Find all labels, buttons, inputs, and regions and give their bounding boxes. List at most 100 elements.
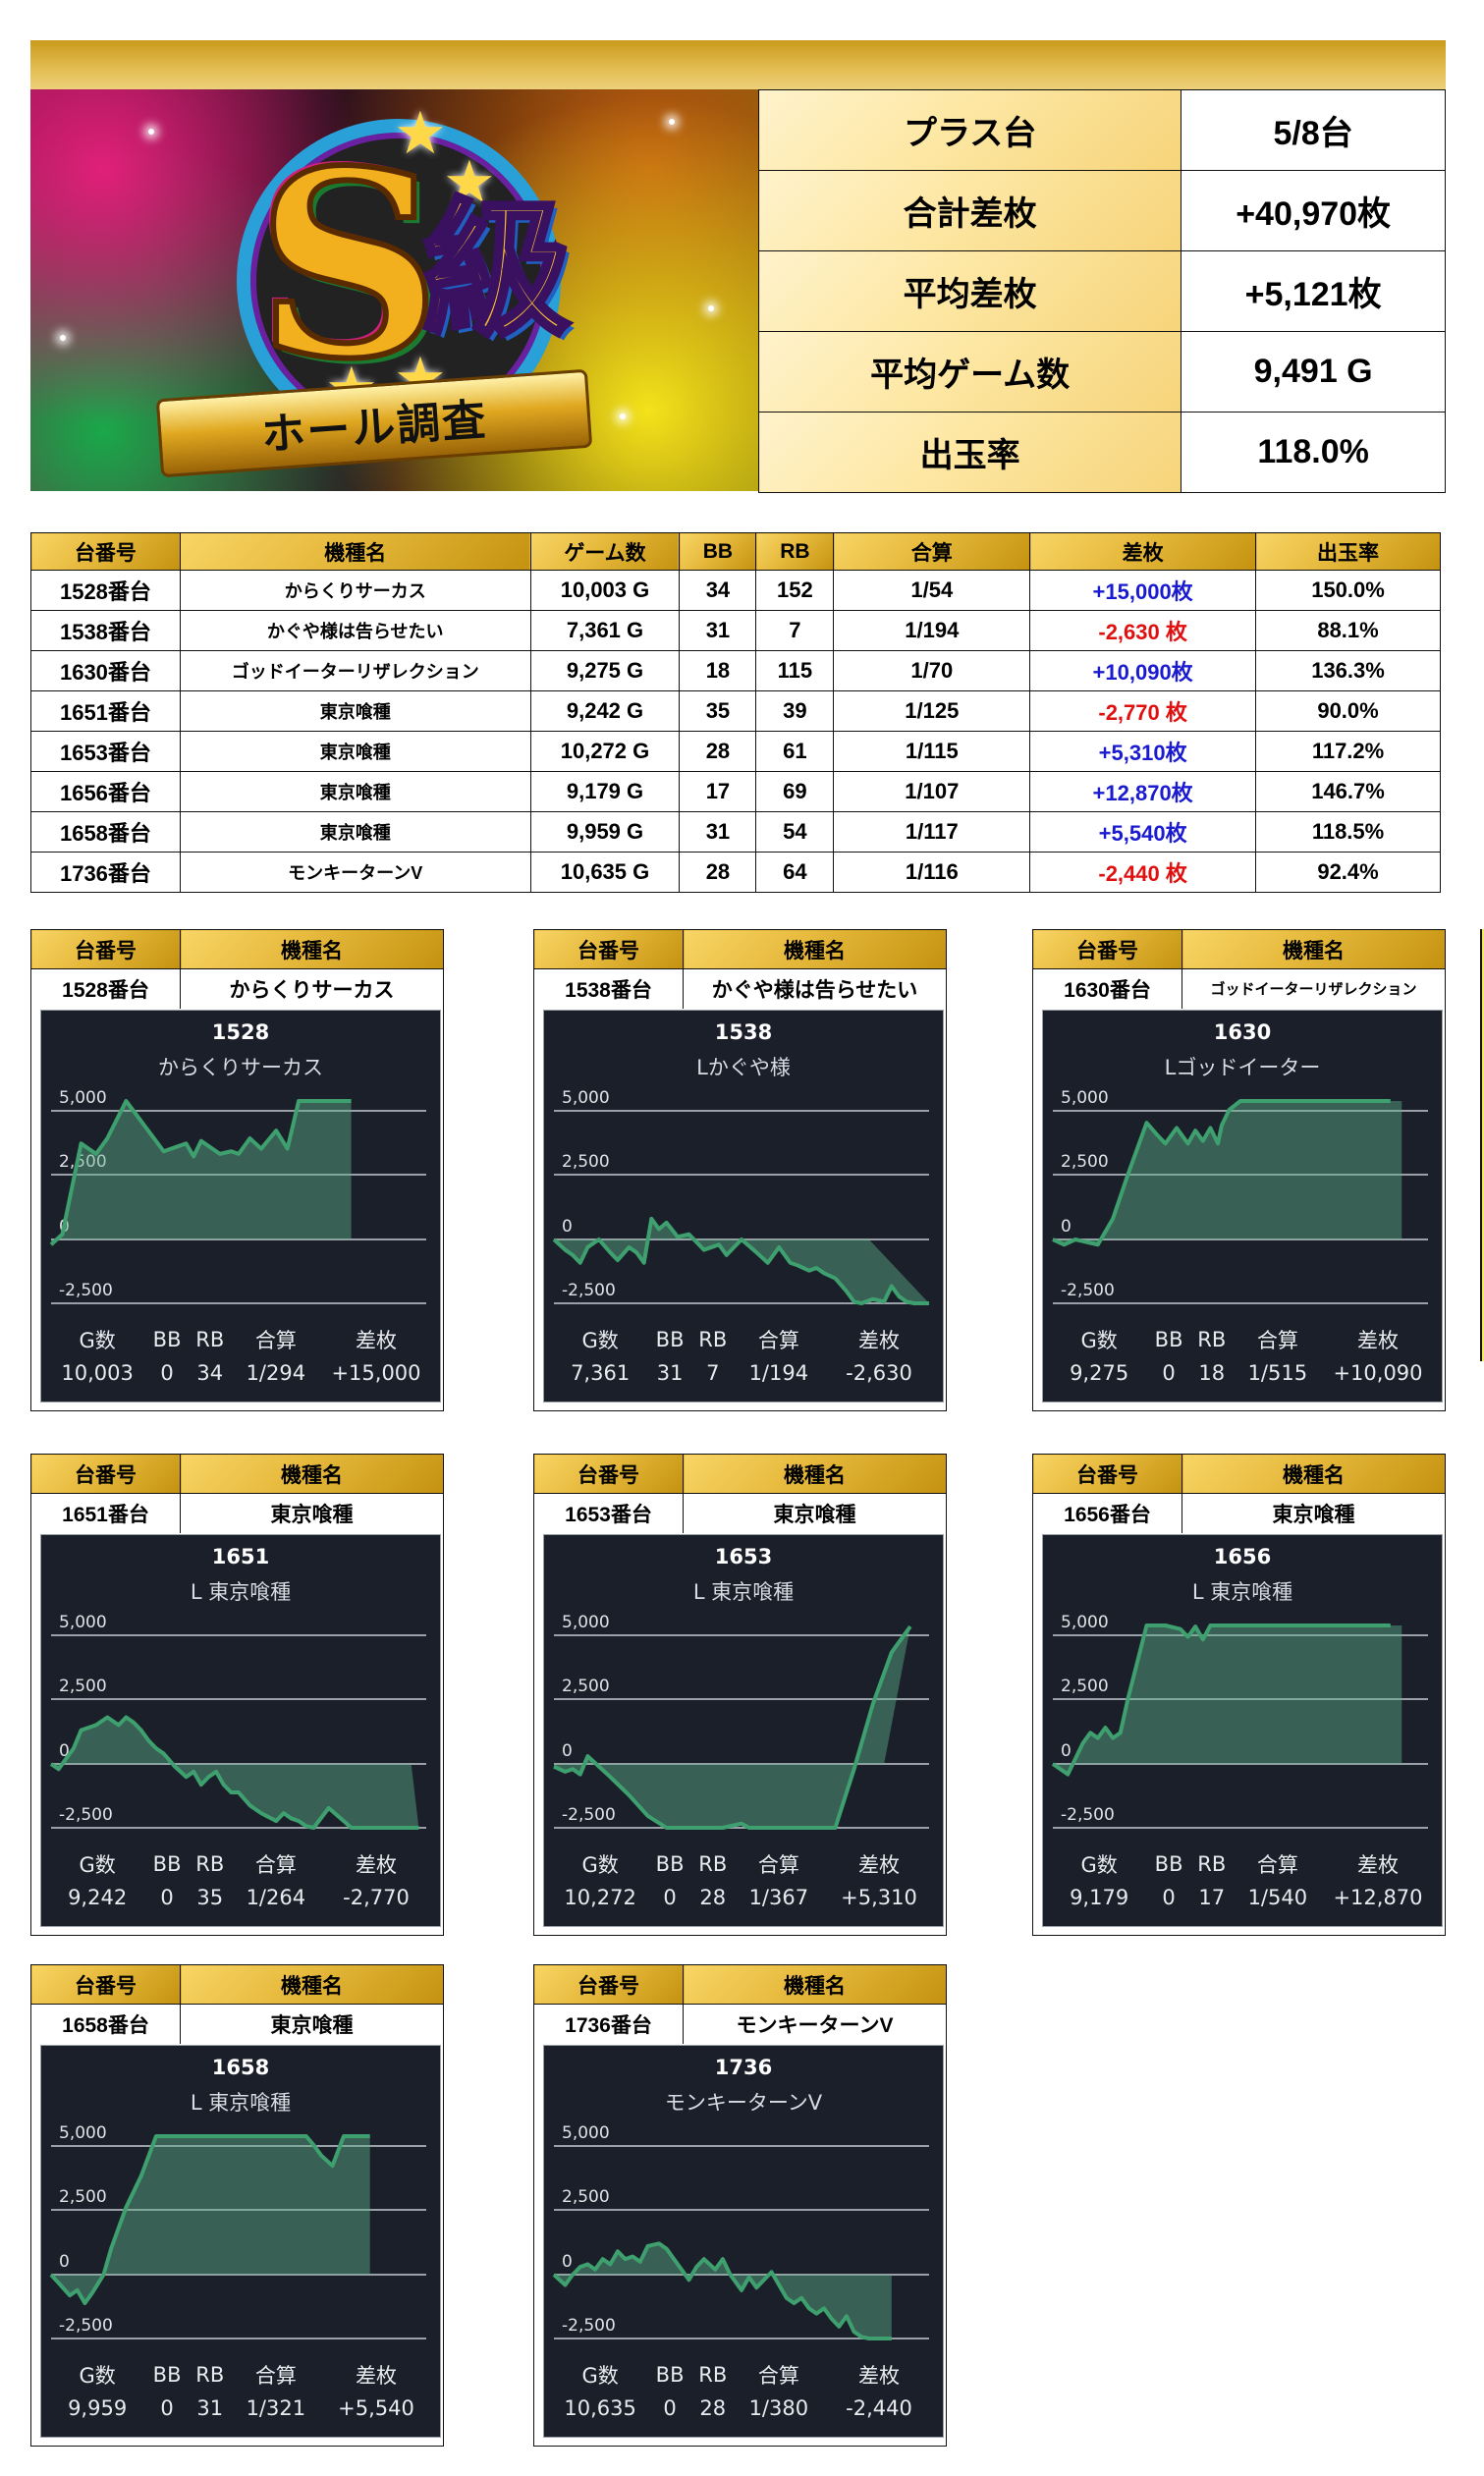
card-machine-no: 1656番台 bbox=[1032, 1493, 1182, 1533]
stats-labels: G数 BB RB 合算 差枚 bbox=[41, 1323, 440, 1356]
card-header-name: 機種名 bbox=[1182, 1454, 1446, 1494]
svg-text:5,000: 5,000 bbox=[1061, 1613, 1109, 1632]
svg-text:0: 0 bbox=[562, 2252, 573, 2272]
svg-text:2,500: 2,500 bbox=[1061, 1677, 1109, 1696]
stat-label: RB bbox=[195, 1328, 225, 1351]
stat-label: G数 bbox=[581, 2364, 619, 2388]
column-header-total: 合算 bbox=[833, 532, 1031, 571]
hero-logo-image: ★ ★ ★ ★ S 級 ホール調査 bbox=[30, 89, 758, 491]
cell-games: 10,272 G bbox=[529, 731, 681, 772]
cell-name: かぐや様は告らせたい bbox=[179, 610, 531, 651]
chart-machine-name: L 東京喰種 bbox=[1191, 1580, 1293, 1604]
card-header-name: 機種名 bbox=[180, 1964, 444, 2005]
stat-value: +15,000 bbox=[331, 1361, 421, 1385]
stat-value: 10,003 bbox=[61, 1361, 134, 1385]
card-header-table: 台番号 機種名 1538番台 かぐや様は告らせたい bbox=[533, 929, 947, 1009]
cell-name: ゴッドイーターリザレクション bbox=[179, 650, 531, 691]
stat-value: 1/194 bbox=[748, 1361, 809, 1385]
cell-bb: 17 bbox=[679, 771, 757, 812]
stat-label: G数 bbox=[581, 1853, 619, 1877]
summary-label: 平均ゲーム数 bbox=[757, 331, 1182, 413]
stat-value: 18 bbox=[1198, 1361, 1226, 1385]
svg-text:2,500: 2,500 bbox=[59, 1152, 107, 1172]
chart-stats: G数 BB RB 合算 差枚 10,272 0 28 1/367 +5,310 bbox=[544, 1847, 943, 1914]
cell-diff: -2,770 枚 bbox=[1029, 690, 1257, 732]
svg-text:-2,500: -2,500 bbox=[562, 2316, 616, 2336]
cell-diff: +5,540枚 bbox=[1029, 811, 1257, 853]
column-header-bb: BB bbox=[679, 532, 757, 571]
cell-diff: +5,310枚 bbox=[1029, 731, 1257, 772]
column-header-rate: 出玉率 bbox=[1255, 532, 1441, 571]
card-header-no: 台番号 bbox=[533, 1454, 684, 1494]
card-header-name: 機種名 bbox=[683, 1964, 947, 2005]
machine-card: 台番号 機種名 1528番台 からくりサーカス 1528 からくりサーカス 5,… bbox=[30, 929, 444, 1411]
summary-label: プラス台 bbox=[757, 89, 1182, 171]
stat-value: 0 bbox=[1162, 1361, 1176, 1385]
cell-bb: 31 bbox=[679, 811, 757, 853]
cell-name: モンキーターンV bbox=[179, 852, 531, 893]
cell-total: 1/115 bbox=[833, 731, 1031, 772]
stat-label: RB bbox=[1197, 1328, 1227, 1351]
stat-label: BB bbox=[152, 1852, 182, 1876]
stats-labels: G数 BB RB 合算 差枚 bbox=[544, 2358, 943, 2392]
stat-label: 差枚 bbox=[356, 2364, 397, 2388]
chart-plot: 5,000 2,500 0 -2,500 bbox=[1051, 1613, 1428, 1829]
cell-no: 1656番台 bbox=[30, 771, 181, 812]
stat-value: 31 bbox=[656, 1361, 684, 1385]
edge-strip bbox=[1480, 929, 1484, 1361]
chart-stats: G数 BB RB 合算 差枚 9,242 0 35 1/264 -2,770 bbox=[41, 1847, 440, 1914]
chart-machine-number: 1736 bbox=[714, 2056, 773, 2079]
cell-total: 1/54 bbox=[833, 570, 1031, 611]
stats-values: 9,959 0 31 1/321 +5,540 bbox=[41, 2392, 440, 2425]
summary-row: 出玉率 118.0% bbox=[757, 412, 1446, 493]
stats-labels: G数 BB RB 合算 差枚 bbox=[1043, 1323, 1442, 1356]
sparkle-icon bbox=[708, 305, 714, 311]
card-frame bbox=[533, 1532, 947, 1936]
stat-value: 1/367 bbox=[748, 1886, 809, 1909]
stat-value: +10,090 bbox=[1333, 1361, 1423, 1385]
svg-text:0: 0 bbox=[59, 2252, 70, 2272]
stat-label: 合算 bbox=[254, 1329, 297, 1352]
stat-label: 合算 bbox=[254, 2364, 297, 2388]
card-header-table: 台番号 機種名 1528番台 からくりサーカス bbox=[30, 929, 444, 1009]
summary-row: プラス台 5/8台 bbox=[757, 89, 1446, 171]
card-machine-no: 1658番台 bbox=[30, 2004, 181, 2044]
stat-label: 差枚 bbox=[858, 1853, 900, 1877]
cell-games: 9,179 G bbox=[529, 771, 681, 812]
chart-machine-number: 1528 bbox=[211, 1020, 270, 1044]
card-frame bbox=[30, 2043, 444, 2447]
cell-rb: 61 bbox=[755, 731, 835, 772]
chart-machine-number: 1656 bbox=[1213, 1545, 1272, 1568]
cell-name: 東京喰種 bbox=[179, 771, 531, 812]
svg-text:0: 0 bbox=[562, 1217, 573, 1237]
card-machine-name: 東京喰種 bbox=[683, 1493, 947, 1533]
cell-rate: 118.5% bbox=[1255, 811, 1441, 853]
summary-value: 9,491 G bbox=[1181, 331, 1446, 413]
stat-value: -2,630 bbox=[846, 1361, 912, 1385]
machine-card: 台番号 機種名 1630番台 ゴッドイーターリザレクション 1630 Lゴッドイ… bbox=[1032, 929, 1446, 1411]
summary-row: 平均ゲーム数 9,491 G bbox=[757, 331, 1446, 413]
stat-label: RB bbox=[195, 1852, 225, 1876]
stat-label: RB bbox=[195, 2363, 225, 2387]
svg-text:-2,500: -2,500 bbox=[562, 1805, 616, 1825]
chart-machine-name: L 東京喰種 bbox=[190, 1580, 292, 1604]
sparkle-icon bbox=[669, 119, 675, 125]
svg-text:5,000: 5,000 bbox=[59, 1088, 107, 1108]
chart-stats: G数 BB RB 合算 差枚 9,275 0 18 1/515 +10,090 bbox=[1043, 1323, 1442, 1390]
svg-text:0: 0 bbox=[1061, 1741, 1072, 1761]
cell-rb: 69 bbox=[755, 771, 835, 812]
chart-machine-name: L 東京喰種 bbox=[692, 1580, 795, 1604]
slump-chart: 1653 L 東京喰種 5,000 2,500 0 -2,500 G数 BB RB 合算 差枚… bbox=[543, 1534, 944, 1927]
stat-label: G数 bbox=[1080, 1853, 1118, 1877]
stat-label: 合算 bbox=[757, 1329, 799, 1352]
cell-no: 1528番台 bbox=[30, 570, 181, 611]
card-machine-no: 1653番台 bbox=[533, 1493, 684, 1533]
star-icon: ★ bbox=[443, 148, 496, 217]
svg-text:2,500: 2,500 bbox=[562, 2187, 610, 2207]
stat-value: 0 bbox=[663, 2396, 677, 2420]
cell-games: 10,003 G bbox=[529, 570, 681, 611]
stat-value: 1/294 bbox=[246, 1361, 306, 1385]
cell-rate: 150.0% bbox=[1255, 570, 1441, 611]
summary-value: 118.0% bbox=[1181, 412, 1446, 493]
svg-text:5,000: 5,000 bbox=[1061, 1088, 1109, 1108]
